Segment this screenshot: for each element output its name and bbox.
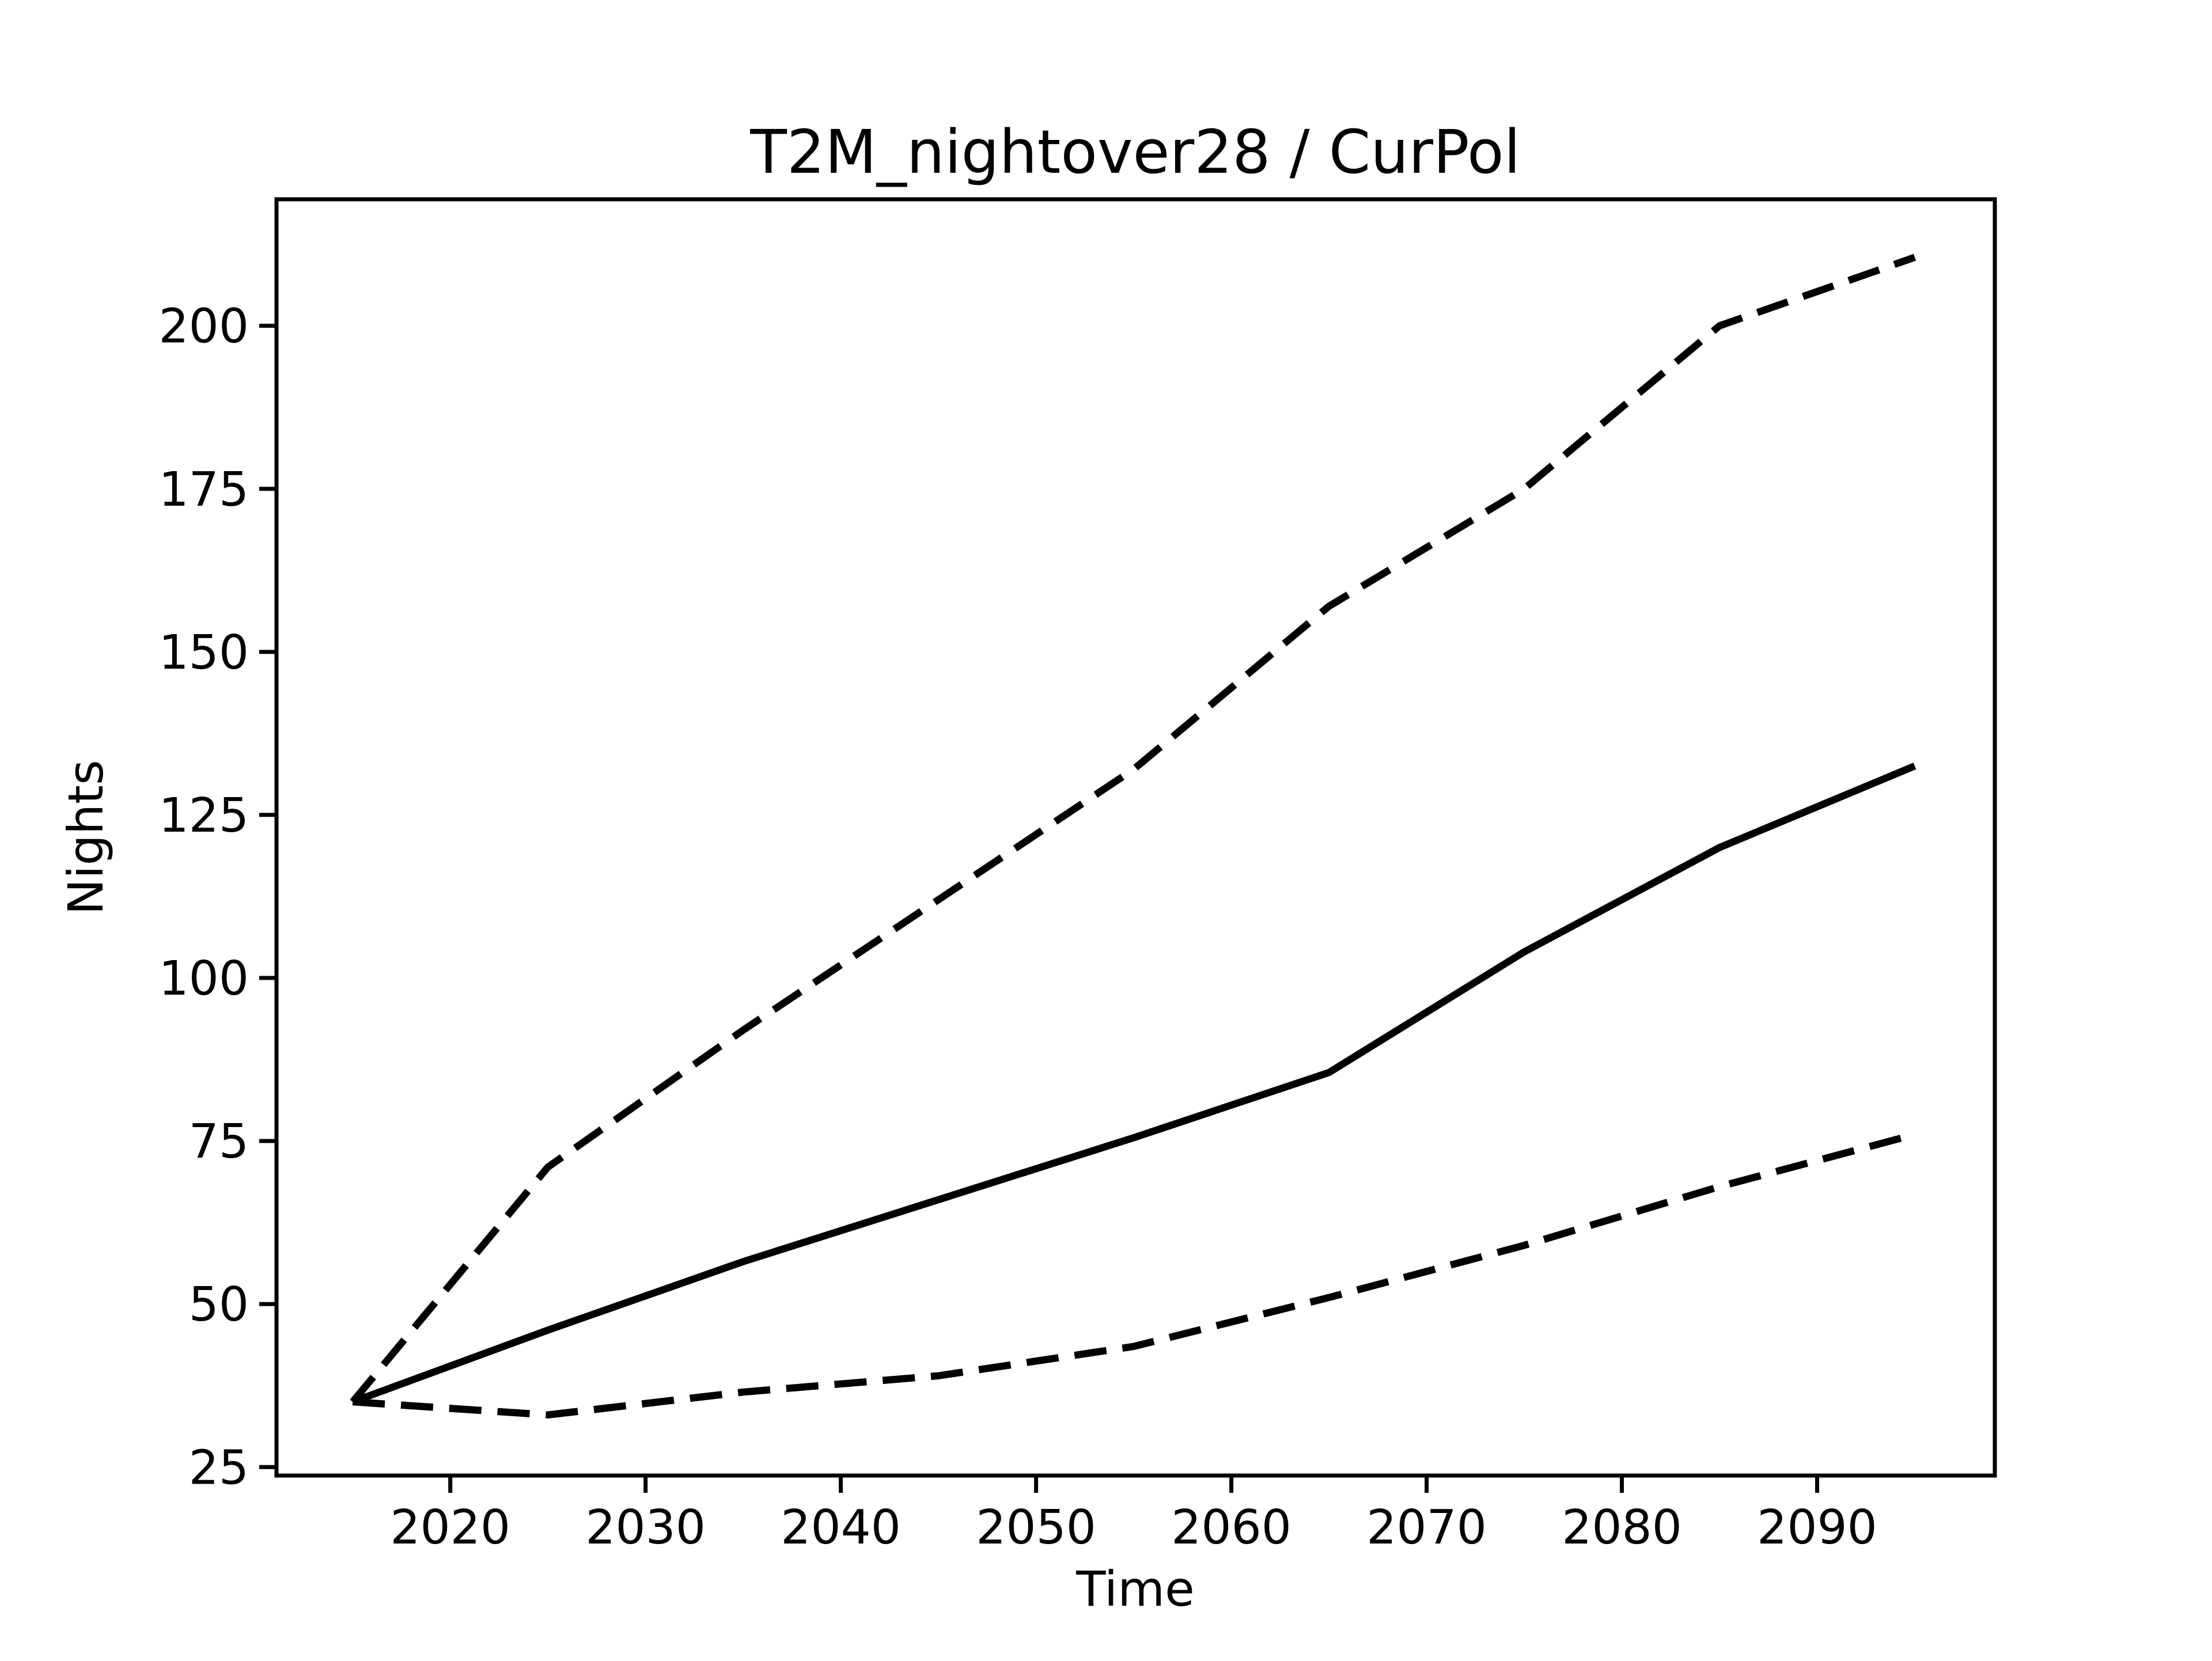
y-tick-label: 150 — [158, 625, 249, 680]
y-tick-label: 125 — [158, 788, 249, 843]
x-axis-label: Time — [1075, 1561, 1195, 1617]
x-tick-label: 2070 — [1366, 1500, 1487, 1555]
series-line-upper-bound — [350, 253, 1916, 1405]
x-tick-label: 2050 — [976, 1500, 1096, 1555]
x-tick-label: 2060 — [1171, 1500, 1291, 1555]
y-tick-label: 75 — [189, 1114, 249, 1169]
y-tick-label: 100 — [158, 951, 249, 1006]
x-tick-label: 2090 — [1757, 1500, 1877, 1555]
y-tick-label: 200 — [158, 299, 249, 354]
y-tick-label: 25 — [189, 1440, 249, 1495]
series-lines — [350, 253, 1916, 1419]
x-tick-label: 2080 — [1562, 1500, 1682, 1555]
y-tick-label: 50 — [189, 1277, 249, 1332]
y-axis-ticks: 25 50 75 100 125 150 175 200 — [158, 299, 276, 1495]
y-tick-label: 175 — [158, 462, 249, 517]
x-axis-ticks: 2020 2030 2040 2050 2060 2070 2080 2090 — [390, 1476, 1877, 1555]
x-tick-label: 2040 — [781, 1500, 901, 1555]
x-tick-label: 2020 — [390, 1500, 510, 1555]
chart-title: T2M_nightover28 / CurPol — [749, 117, 1520, 187]
x-tick-label: 2030 — [585, 1500, 706, 1555]
y-axis-label: Nights — [58, 760, 114, 915]
plot-area — [274, 197, 1997, 1478]
series-line-lower-bound — [352, 1131, 1916, 1419]
series-line-median — [351, 763, 1916, 1405]
